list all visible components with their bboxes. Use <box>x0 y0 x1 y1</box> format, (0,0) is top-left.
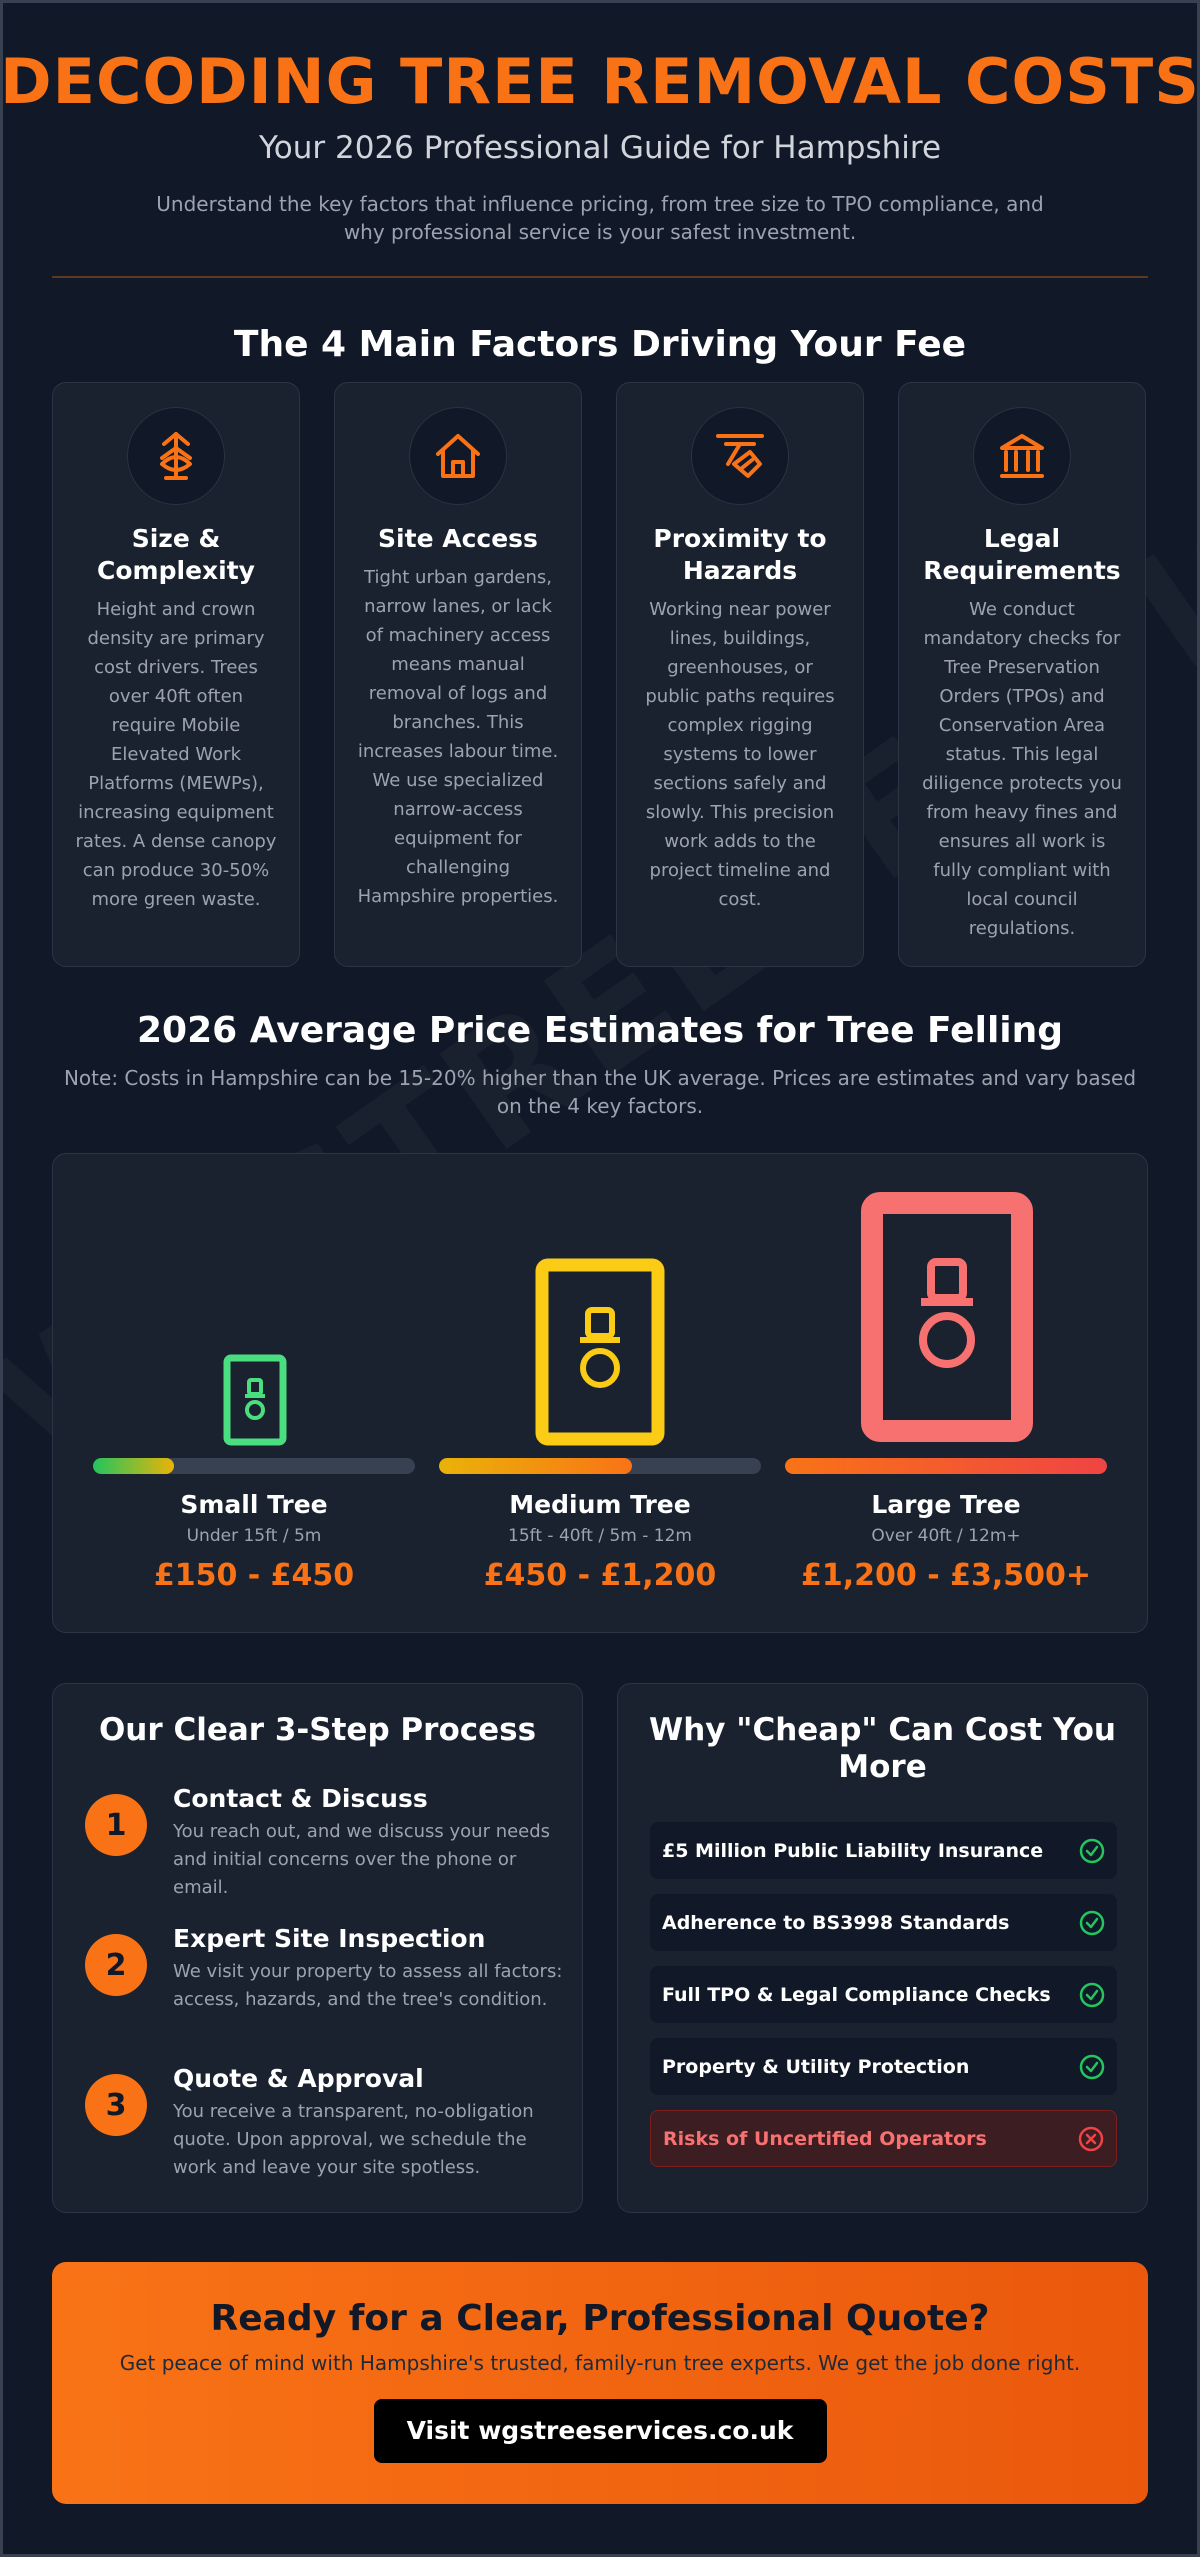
tier-bar-fill <box>439 1458 633 1474</box>
tier-bar <box>93 1458 415 1474</box>
step-title: Quote & Approval <box>173 2064 424 2093</box>
why-title: Why "Cheap" Can Cost You More <box>649 1712 1116 1785</box>
step-number: 3 <box>85 2074 147 2136</box>
factor-card-size: Size & Complexity Height and crown densi… <box>52 382 300 967</box>
factor-text: Working near power lines, buildings, gre… <box>645 599 835 910</box>
factor-text: We conduct mandatory checks for Tree Pre… <box>922 599 1122 939</box>
tier-size: Under 15ft / 5m <box>186 1526 322 1546</box>
step-text: You receive a transparent, no-obligation… <box>173 2101 534 2178</box>
tree-icon <box>127 407 225 505</box>
benefit-item: Property & Utility Protection <box>650 2038 1117 2095</box>
factor-title: Site Access <box>378 524 538 553</box>
page-title: DECODING TREE REMOVAL COSTS <box>0 45 1200 118</box>
why-card: Why "Cheap" Can Cost You More £5 Million… <box>617 1683 1148 2213</box>
tier-price: £1,200 - £3,500+ <box>800 1558 1091 1593</box>
risk-label: Risks of Uncertified Operators <box>663 2127 987 2150</box>
factor-text: Tight urban gardens, narrow lanes, or la… <box>357 567 559 907</box>
price-tiers-card: Small Tree Under 15ft / 5m £150 - £450 M… <box>52 1153 1148 1633</box>
tier-bar <box>785 1458 1107 1474</box>
risk-item: Risks of Uncertified Operators <box>650 2110 1117 2167</box>
check-icon <box>1079 1910 1105 1935</box>
tier-name: Large Tree <box>871 1490 1021 1519</box>
step-number: 2 <box>85 1934 147 1996</box>
cta-title: Ready for a Clear, Professional Quote? <box>210 2298 990 2339</box>
tier-bar-fill <box>93 1458 174 1474</box>
benefit-label: £5 Million Public Liability Insurance <box>662 1839 1044 1862</box>
process-card: Our Clear 3-Step Process 1 Contact & Dis… <box>52 1683 583 2213</box>
tier-name: Medium Tree <box>509 1490 691 1519</box>
benefit-item: Full TPO & Legal Compliance Checks <box>650 1966 1117 2023</box>
step-title: Expert Site Inspection <box>173 1924 486 1953</box>
factor-title: Legal Requirements <box>923 524 1121 585</box>
tier-size: Over 40ft / 12m+ <box>871 1526 1021 1546</box>
large-tree-icon <box>861 1192 1033 1442</box>
benefit-item: Adherence to BS3998 Standards <box>650 1894 1117 1951</box>
benefit-label: Property & Utility Protection <box>662 2055 970 2078</box>
benefit-item: £5 Million Public Liability Insurance <box>650 1822 1117 1879</box>
page-subtitle: Your 2026 Professional Guide for Hampshi… <box>258 130 942 166</box>
cta-text: Get peace of mind with Hampshire's trust… <box>119 2351 1081 2375</box>
factor-card-access: Site Access Tight urban gardens, narrow … <box>334 382 582 967</box>
factor-card-hazards: Proximity to Hazards Working near power … <box>616 382 864 967</box>
tier-price: £150 - £450 <box>153 1558 355 1593</box>
factor-card-legal: Legal Requirements We conduct mandatory … <box>898 382 1146 967</box>
factor-title: Size & Complexity <box>97 524 255 585</box>
cta-banner: Ready for a Clear, Professional Quote? G… <box>52 2262 1148 2504</box>
step-number: 1 <box>85 1794 147 1856</box>
step-text: You reach out, and we discuss your needs… <box>173 1821 551 1898</box>
tier-bar <box>439 1458 761 1474</box>
factor-text: Height and crown density are primary cos… <box>75 599 277 910</box>
prices-note: Note: Costs in Hampshire can be 15-20% h… <box>63 1066 1137 1118</box>
process-title: Our Clear 3-Step Process <box>98 1712 537 1748</box>
divider <box>52 276 1148 278</box>
power-line-icon <box>691 407 789 505</box>
medium-tree-icon <box>535 1258 665 1446</box>
factor-title: Proximity to Hazards <box>653 524 827 585</box>
cross-icon <box>1078 2126 1104 2151</box>
benefit-label: Full TPO & Legal Compliance Checks <box>662 1983 1051 2006</box>
header: DECODING TREE REMOVAL COSTS Your 2026 Pr… <box>0 0 1200 366</box>
visit-website-button[interactable]: Visit wgstreeservices.co.uk <box>373 2399 827 2463</box>
check-icon <box>1079 1982 1105 2007</box>
tier-name: Small Tree <box>180 1490 328 1519</box>
house-icon <box>409 407 507 505</box>
check-icon <box>1079 1838 1105 1863</box>
step-title: Contact & Discuss <box>173 1784 428 1813</box>
intro-text: Understand the key factors that influenc… <box>156 192 1044 244</box>
tier-price: £450 - £1,200 <box>483 1558 717 1593</box>
prices-title: 2026 Average Price Estimates for Tree Fe… <box>136 1010 1064 1051</box>
bank-icon <box>973 407 1071 505</box>
benefit-label: Adherence to BS3998 Standards <box>662 1911 1010 1934</box>
small-tree-icon <box>223 1354 287 1446</box>
tier-size: 15ft - 40ft / 5m - 12m <box>508 1526 692 1546</box>
factors-title: The 4 Main Factors Driving Your Fee <box>233 324 967 365</box>
check-icon <box>1079 2054 1105 2079</box>
factors-grid: Size & Complexity Height and crown densi… <box>52 382 1148 967</box>
tier-bar-fill <box>785 1458 1107 1474</box>
step-text: We visit your property to assess all fac… <box>173 1961 563 2010</box>
